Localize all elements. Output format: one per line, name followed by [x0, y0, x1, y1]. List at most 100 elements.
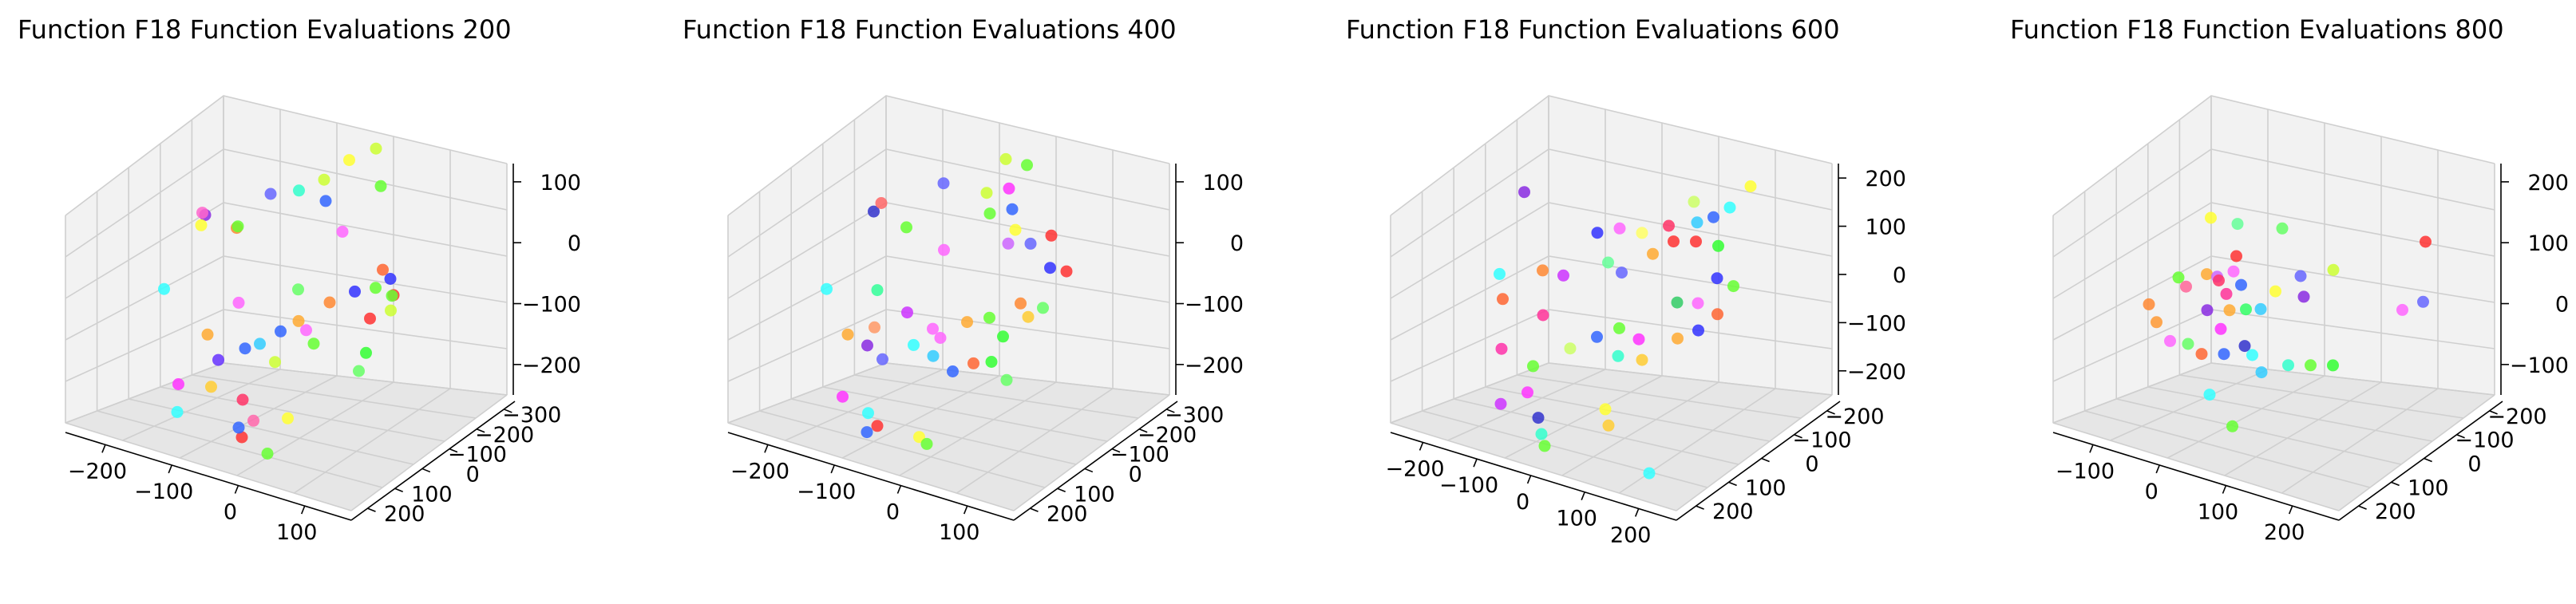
- panel-4: Function F18 Function Evaluations 800 −10…: [2010, 14, 2569, 545]
- y-tick-label: 100: [1745, 476, 1787, 500]
- scatter-point: [1591, 227, 1604, 239]
- gridline: [179, 375, 338, 459]
- scatter-point: [323, 296, 336, 309]
- gridline: [236, 381, 394, 476]
- scatter-point: [2201, 304, 2214, 317]
- scatter-point: [901, 306, 913, 319]
- gridline: [1013, 394, 1170, 511]
- gridline: [1485, 386, 1771, 442]
- x-tick-label: 0: [224, 500, 237, 525]
- scatter-point: [837, 390, 849, 403]
- scatter-point: [927, 322, 939, 335]
- z-tick-label: 200: [1865, 167, 1906, 191]
- y-tick-mark: [2424, 457, 2432, 463]
- y-tick-mark: [1826, 410, 1835, 415]
- gridline: [1390, 422, 1677, 511]
- gridline: [2166, 375, 2325, 459]
- scatter-point: [927, 349, 940, 362]
- z-tick-label: 200: [2527, 171, 2569, 195]
- y-tick-mark: [1084, 468, 1094, 473]
- scatter-point: [377, 263, 389, 276]
- x-tick-label: 100: [1556, 507, 1597, 531]
- gridline: [65, 422, 352, 511]
- x-tick-mark: [300, 505, 306, 515]
- x-tick-label: −200: [730, 459, 789, 484]
- y-tick-mark: [1728, 481, 1737, 487]
- scatter-point: [1006, 203, 1019, 215]
- scatter-point: [868, 205, 880, 218]
- z-tick-label: 100: [1202, 171, 1244, 195]
- gridline: [2179, 374, 2464, 419]
- z-tick-label: −200: [522, 353, 581, 378]
- y-tick-mark: [1030, 507, 1039, 512]
- scatter-point: [195, 219, 208, 231]
- y-tick-label: 0: [2467, 452, 2481, 477]
- scatter-point: [1009, 223, 1022, 236]
- y-tick-label: 200: [1712, 499, 1754, 524]
- x-tick-mark: [2288, 505, 2293, 515]
- gridline: [1517, 374, 1802, 419]
- y-tick-label: −200: [2487, 405, 2546, 429]
- scatter-point: [1632, 333, 1645, 345]
- y-tick-label: 0: [1129, 462, 1142, 487]
- chart-title: Function F18 Function Evaluations 600: [1346, 14, 1840, 45]
- scatter-point: [1602, 256, 1614, 269]
- scatter-point: [1521, 386, 1533, 399]
- scatter-point: [2214, 322, 2227, 335]
- y-tick-mark: [421, 468, 431, 473]
- scatter-point: [293, 184, 305, 197]
- z-tick-label: 100: [540, 171, 581, 195]
- gridline: [885, 362, 1170, 396]
- scatter-point: [1538, 440, 1551, 452]
- x-tick-label: −200: [68, 459, 127, 484]
- scatter-point: [343, 154, 355, 167]
- z-tick-label: 100: [1865, 215, 1906, 240]
- x-tick-mark: [1526, 475, 1532, 484]
- scatter-point: [2182, 338, 2194, 350]
- scatter-point: [2223, 304, 2236, 317]
- scatter-point: [985, 356, 998, 368]
- gridline: [1504, 375, 1663, 459]
- scatter-point: [2143, 298, 2155, 310]
- scatter-point: [196, 207, 208, 219]
- x-tick-label: 200: [1610, 523, 1652, 547]
- x-axis-line: [1390, 432, 1677, 521]
- gridline: [2147, 386, 2433, 442]
- y-tick-label: 200: [384, 502, 425, 527]
- y-tick-mark: [1696, 505, 1704, 510]
- scatter-point: [1691, 216, 1703, 229]
- x-tick-mark: [234, 485, 239, 494]
- scatter-point: [876, 353, 888, 365]
- scatter-point: [2297, 290, 2310, 303]
- gridline: [97, 410, 383, 488]
- scatter-point: [1707, 211, 1719, 223]
- scatter-point: [2282, 359, 2294, 372]
- scatter-point: [920, 437, 933, 450]
- scatter-point: [2203, 389, 2216, 401]
- scatter-point: [1613, 222, 1626, 235]
- gridline: [759, 410, 1046, 488]
- scatter-point: [1690, 235, 1702, 248]
- scatter-point: [1643, 467, 1656, 480]
- scatter-point: [370, 282, 382, 294]
- x-tick-label: −100: [1439, 473, 1498, 498]
- scatter-point: [236, 393, 249, 406]
- z-tick-label: 0: [2555, 293, 2569, 318]
- scatter-point: [861, 339, 873, 352]
- scatter-point: [937, 177, 950, 190]
- scatter-point: [370, 142, 382, 155]
- scatter-point: [1612, 349, 1624, 362]
- gridline: [2281, 388, 2439, 494]
- x-tick-label: −200: [1385, 456, 1444, 481]
- scatter-point: [2195, 348, 2208, 361]
- y-tick-mark: [1761, 457, 1770, 463]
- scatter-point: [2201, 268, 2213, 281]
- gridline: [293, 388, 451, 494]
- scatter-point: [384, 273, 397, 285]
- y-tick-label: −200: [475, 423, 534, 448]
- scatter-point: [353, 365, 365, 377]
- z-tick-label: 0: [568, 231, 581, 256]
- x-tick-label: 0: [886, 500, 900, 525]
- scatter-point: [2213, 274, 2225, 286]
- scatter-point: [201, 328, 214, 341]
